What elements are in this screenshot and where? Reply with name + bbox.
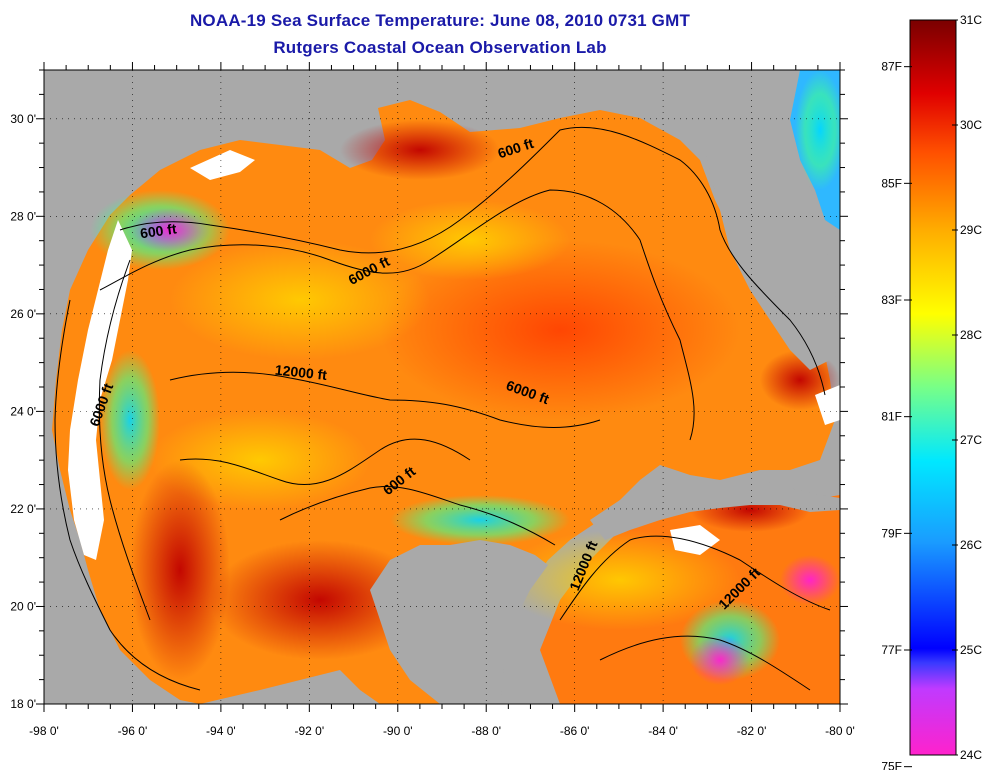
- isobath-12000ft-north: [169, 371, 601, 428]
- map-plot-area: [44, 70, 840, 704]
- cool-upwelling-patch: [390, 495, 570, 545]
- x-tick-label: -84 0': [648, 724, 678, 738]
- colorbar-celsius-scale: 24C 25C 26C 27C 28C 29C 30C 31C: [952, 13, 982, 762]
- chart-subtitle: Rutgers Coastal Ocean Observation Lab: [273, 38, 607, 57]
- isobath-600ft: [119, 126, 826, 396]
- cloud-mask-north: [190, 150, 255, 180]
- yellow-patch-caribbean: [500, 530, 740, 630]
- colorbar-gradient: [910, 20, 956, 755]
- magenta-patch-texas: [130, 208, 210, 252]
- cloud-mask-cuba: [670, 525, 720, 555]
- x-tick-label: -90 0': [383, 724, 413, 738]
- isobath-caribbean-shelf: [599, 635, 811, 691]
- colorbar-c-label: 29C: [960, 223, 982, 237]
- colorbar-c-label: 31C: [960, 13, 982, 27]
- x-tick-label: -88 0': [471, 724, 501, 738]
- y-tick-label: 26 0': [10, 307, 36, 321]
- isobath-label: 12000 ft: [274, 362, 328, 383]
- cool-patch-western-shelf: [100, 350, 160, 490]
- colorbar-frame: [909, 19, 957, 756]
- colorbar-f-label: 85F: [881, 176, 902, 190]
- isobath-western-deep: [98, 259, 151, 621]
- y-tick-label: 18 0': [10, 697, 36, 711]
- colorbar: 24C 25C 26C 27C 28C 29C 30C 31C 75F 77F 79F 81F 83F…: [881, 13, 982, 770]
- yellow-patch-west: [170, 240, 430, 360]
- yucatan-land: [370, 540, 548, 704]
- isobath-12000ft-south: [179, 438, 471, 485]
- magenta-patch-caribbean: [690, 635, 750, 685]
- cool-patch-atlantic: [795, 70, 840, 190]
- x-tick-label: -86 0': [560, 724, 590, 738]
- colorbar-c-label: 26C: [960, 538, 982, 552]
- colorbar-c-label: 30C: [960, 118, 982, 132]
- colorbar-f-label: 77F: [881, 643, 902, 657]
- colorbar-c-label: 25C: [960, 643, 982, 657]
- yellow-patch-north: [370, 200, 570, 280]
- colorbar-c-label: 24C: [960, 748, 982, 762]
- chart-title: NOAA-19 Sea Surface Temperature: June 08…: [189, 11, 691, 30]
- colorbar-f-label: 79F: [881, 526, 902, 540]
- x-tick-label: -80 0': [825, 724, 855, 738]
- colorbar-f-label: 83F: [881, 293, 902, 307]
- y-tick-label: 24 0': [10, 404, 36, 418]
- x-tick-label: -92 0': [295, 724, 325, 738]
- y-tick-label: 20 0': [10, 599, 36, 613]
- colorbar-c-label: 28C: [960, 328, 982, 342]
- isobath-contours: [54, 126, 831, 691]
- isobath-label: 600 ft: [139, 220, 178, 241]
- colorbar-c-label: 27C: [960, 433, 982, 447]
- dark-red-patch-louisiana: [340, 120, 500, 180]
- longitude-axis: -98 0' -96 0' -94 0' -92 0' -90 0' -88 0' -86 …: [29, 62, 855, 738]
- isobath-6000ft: [99, 189, 695, 441]
- isobath-caribbean-deep: [559, 535, 831, 621]
- x-tick-label: -98 0': [29, 724, 59, 738]
- latitude-axis: 18 0' 20 0' 22 0' 24 0' 26 0' 28 0' 30 0': [10, 69, 848, 711]
- cuba-land: [590, 478, 840, 540]
- colorbar-f-label: 81F: [881, 410, 902, 424]
- warm-core-patch: [380, 240, 740, 420]
- florida-land: [700, 70, 840, 370]
- colorbar-fahrenheit-scale: 75F 77F 79F 81F 83F 85F 87F: [881, 60, 912, 770]
- colorbar-f-label: 87F: [881, 60, 902, 74]
- isobath-600ft-south: [279, 486, 556, 546]
- y-tick-label: 30 0': [10, 112, 36, 126]
- x-tick-label: -82 0': [737, 724, 767, 738]
- dark-red-patch-mexico: [130, 460, 230, 680]
- magenta-patch-east: [780, 555, 840, 605]
- isobath-western-shelf: [54, 299, 201, 691]
- cloud-mask-florida-keys: [815, 385, 840, 425]
- x-tick-label: -94 0': [206, 724, 236, 738]
- x-tick-label: -96 0': [118, 724, 148, 738]
- y-tick-label: 22 0': [10, 502, 36, 516]
- colorbar-f-label: 75F: [881, 760, 902, 770]
- dark-red-patch-bay: [210, 540, 430, 660]
- y-tick-label: 28 0': [10, 209, 36, 223]
